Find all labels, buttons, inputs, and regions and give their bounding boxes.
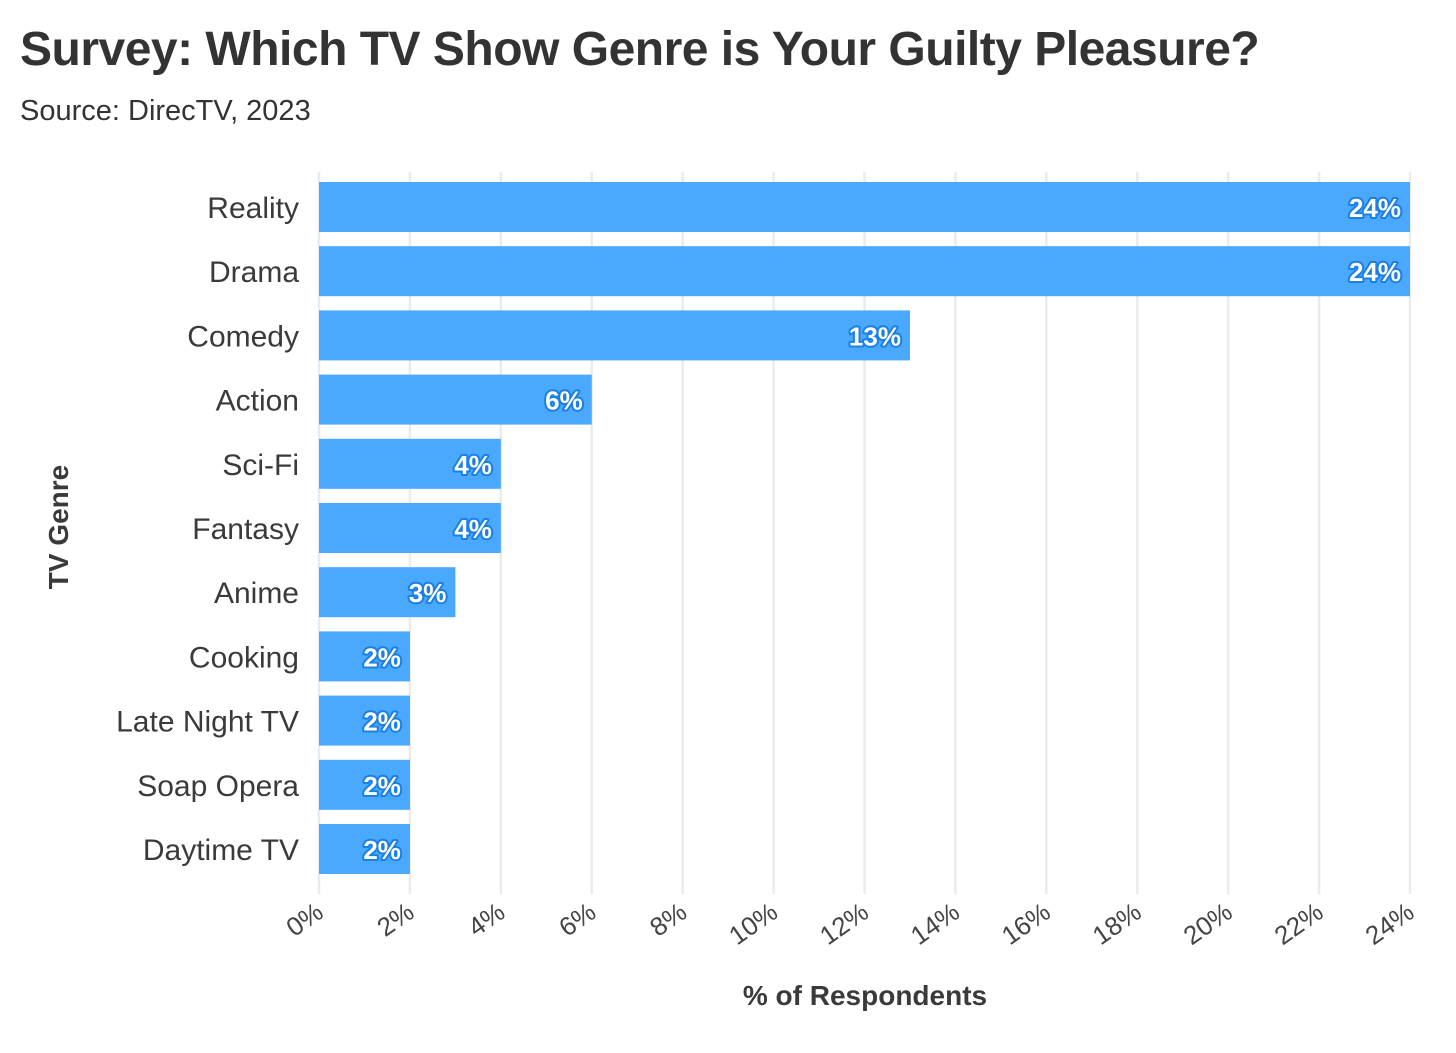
bar [319, 246, 1410, 297]
category-label: Late Night TV [116, 706, 299, 739]
category-label: Soap Opera [137, 770, 299, 803]
x-tick-label: 0% [280, 896, 328, 942]
bar [319, 824, 410, 874]
data-label: 2% [363, 707, 401, 737]
x-tick-label: 14% [905, 896, 965, 950]
category-label: Anime [214, 577, 299, 610]
data-labels: 24% 24% 13% 6% 4% 4% 3% 2% 2% 2% 2% [361, 191, 1403, 867]
x-tick-labels: 0% 2% 4% 6% 8% 10% 12% 14% 16% 18% 20% 22% 24% [280, 896, 1419, 950]
x-tick-label: 24% [1360, 896, 1420, 950]
x-axis-title: % of Respondents [743, 980, 987, 1011]
data-label: 24% [1349, 193, 1401, 223]
x-tick-label: 22% [1269, 896, 1329, 950]
bar [319, 567, 456, 618]
x-tick-label: 4% [462, 896, 510, 942]
x-tick-label: 20% [1178, 896, 1238, 950]
bar [319, 759, 410, 810]
chart-title: Survey: Which TV Show Genre is Your Guil… [20, 23, 1260, 76]
x-tick-label: 18% [1087, 896, 1147, 950]
data-label: 4% [454, 450, 492, 480]
data-label: 3% [409, 578, 447, 608]
data-label: 4% [454, 514, 492, 544]
bar [319, 695, 410, 746]
chart-subtitle: Source: DirecTV, 2023 [20, 95, 311, 127]
category-label: Reality [207, 192, 299, 225]
bar [319, 182, 1410, 232]
data-label: 24% [1349, 257, 1401, 287]
category-label: Action [216, 385, 299, 418]
bar [319, 503, 501, 553]
x-tick-label: 8% [644, 896, 692, 942]
category-label: Daytime TV [143, 834, 299, 867]
data-label: 2% [363, 835, 401, 865]
data-label: 13% [849, 321, 901, 351]
bar [319, 310, 910, 361]
category-label: Drama [209, 256, 299, 289]
x-tick-label: 6% [553, 896, 601, 942]
bar [319, 631, 410, 682]
data-label: 6% [545, 386, 583, 416]
category-label: Comedy [187, 320, 299, 353]
bar [319, 438, 501, 489]
x-tick-label: 2% [371, 896, 419, 942]
category-labels: Reality Drama Comedy Action Sci-Fi Fantasy Ani… [116, 192, 299, 867]
x-tick-label: 16% [996, 896, 1056, 950]
bars [319, 182, 1410, 874]
data-label: 2% [363, 642, 401, 672]
category-label: Cooking [189, 641, 299, 674]
data-label: 2% [363, 771, 401, 801]
x-tick-label: 10% [723, 896, 783, 950]
category-label: Sci-Fi [222, 449, 299, 482]
y-axis-title: TV Genre [43, 465, 74, 589]
category-label: Fantasy [192, 513, 299, 546]
x-tick-label: 12% [814, 896, 874, 950]
bar [319, 374, 592, 425]
